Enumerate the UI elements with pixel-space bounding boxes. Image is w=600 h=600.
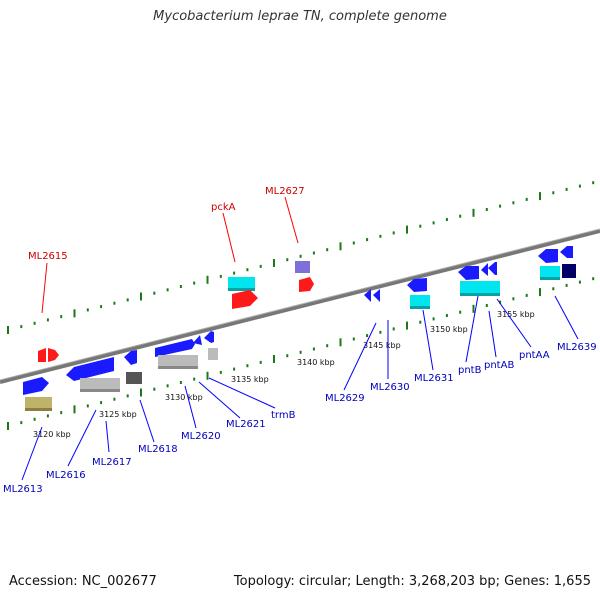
gene-label-ml2616: ML2616 [46,470,86,481]
gene-box-ml2620 [158,355,198,368]
gene-box-ml2618 [126,372,142,384]
tick-track-top [7,181,595,334]
gene-label-ml2615: ML2615 [28,251,68,262]
scale-label: 3155 kbp [497,310,535,319]
gene-box-ml2617 [80,378,120,391]
gene-label-ml2631: ML2631 [414,373,454,384]
gene-arrow-ml2616 [66,357,114,381]
gene-arrow-pntb [458,266,479,280]
gene-features [23,246,576,411]
gene-label-ml2621: ML2621 [226,419,266,430]
gene-arrow-ml2620 [155,339,195,357]
genome-backbone [0,229,600,384]
gene-arrow-ml2618 [124,350,137,365]
gene-box-ml2627 [295,261,310,273]
gene-arrow-pcka [232,290,258,309]
scale-label: 3120 kbp [33,430,71,439]
gene-label-pntb: pntB [458,365,482,376]
gene-arrow-pntaa [488,262,497,275]
gene-labels: ML2615 pckA ML2627 ML2613 ML2616 ML2617 … [3,186,597,495]
gene-arrow-pntab [481,263,488,276]
genome-summary-text: Topology: circular; Length: 3,268,203 bp… [233,574,591,589]
gene-arrow-ml2631 [407,278,427,292]
gene-box-ml2639 [540,266,560,279]
scale-label: 3145 kbp [363,341,401,350]
gene-label-pcka: pckA [211,202,236,213]
scale-label: 3140 kbp [297,358,335,367]
gene-arrow-ml2639 [538,249,558,263]
tick-track-bottom [7,277,595,430]
gene-box-ml2613 [25,397,52,410]
genome-backbone-highlight [0,228,600,381]
gene-arrow-trmb [204,331,214,343]
gene-arrow-ml2627 [299,277,314,292]
gene-arrow-ml2613 [23,377,49,395]
gene-label-pntab: pntAB [484,360,514,371]
gene-arrow-ml2621 [193,335,202,345]
gene-label-ml2629: ML2629 [325,393,365,404]
scale-labels: 3120 kbp 3125 kbp 3130 kbp 3135 kbp 3140… [33,310,535,439]
gene-arrow-ml2629 [364,289,371,302]
gene-label-ml2620: ML2620 [181,431,221,442]
label-connectors-top [41,196,299,314]
gene-arrow-ml2615b [48,348,59,362]
gene-box-pcka-cyan [228,277,255,290]
gene-arrow-ml2639b [560,246,573,258]
gene-label-pntaa: pntAA [519,350,550,361]
label-connectors-bottom [21,295,579,481]
gene-arrow-ml2615 [38,348,46,362]
scale-label: 3125 kbp [99,410,137,419]
gene-label-ml2618: ML2618 [138,444,178,455]
gene-label-ml2613: ML2613 [3,484,43,495]
gene-box-pnt [460,281,500,295]
gene-label-trmb: trmB [271,410,296,421]
gene-label-ml2639: ML2639 [557,342,597,353]
gene-label-ml2617: ML2617 [92,457,132,468]
scale-label: 3130 kbp [165,393,203,402]
scale-label: 3135 kbp [231,375,269,384]
gene-box-trmb [208,348,218,360]
map-title: Mycobacterium leprae TN, complete genome [153,9,447,24]
scale-label: 3150 kbp [430,325,468,334]
gene-label-ml2627: ML2627 [265,186,305,197]
gene-label-ml2630: ML2630 [370,382,410,393]
gene-arrow-ml2630 [373,289,380,302]
gene-box-ml2631 [410,295,430,308]
accession-text: Accession: NC_002677 [9,574,157,589]
gene-box-ml2639-navy [562,264,576,278]
